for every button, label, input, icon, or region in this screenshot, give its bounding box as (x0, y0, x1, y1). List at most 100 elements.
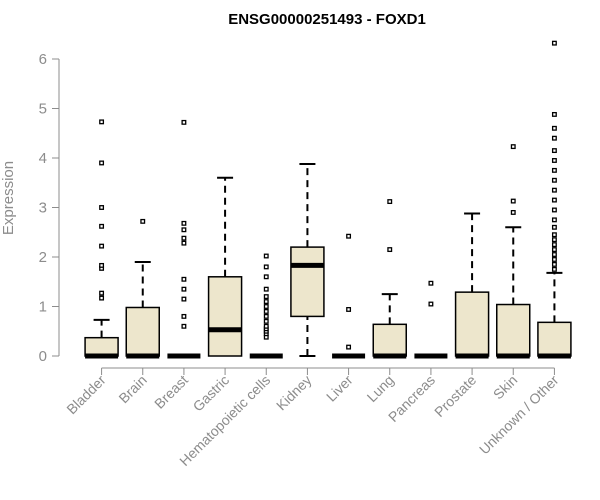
outlier-point (181, 227, 187, 233)
box-pancreas (414, 280, 448, 359)
outlier-point (428, 280, 434, 286)
outlier-point (181, 296, 187, 302)
outlier-point (551, 257, 557, 262)
x-tick-label: Prostate (431, 372, 479, 420)
box-unknown-other (537, 40, 572, 359)
outlier-point (510, 209, 516, 215)
y-tick-label: 4 (39, 150, 47, 167)
outlier-point (181, 276, 187, 282)
outlier-point (551, 237, 557, 243)
outlier-point (263, 294, 269, 300)
y-tick-label: 2 (39, 249, 47, 266)
x-tick-label: Brain (115, 372, 149, 406)
box-bladder (84, 119, 119, 359)
axes: 0 1 2 3 4 5 6 (39, 51, 555, 375)
outlier-point (181, 286, 187, 292)
outlier-point (181, 235, 187, 241)
box-hematopoietic-cells (249, 253, 283, 359)
outlier-point (551, 135, 557, 141)
iqr-box (84, 336, 119, 357)
outlier-point (263, 274, 269, 280)
outlier-point (428, 301, 434, 307)
box-breast (167, 119, 201, 359)
outlier-point (551, 40, 557, 46)
outlier-point (551, 252, 557, 257)
outlier-point (140, 218, 146, 224)
outlier-point (99, 205, 105, 210)
boxes-group (84, 40, 572, 359)
outlier-point (263, 264, 269, 270)
box-brain (125, 218, 160, 359)
iqr-box (537, 321, 572, 357)
box-kidney (290, 162, 325, 357)
outlier-point (551, 158, 557, 163)
iqr-box (125, 306, 160, 357)
outlier-point (263, 304, 269, 309)
box-lung (372, 199, 407, 359)
outlier-point (181, 240, 187, 246)
outlier-point (551, 177, 557, 183)
outlier-point (551, 148, 557, 154)
outlier-point (551, 125, 557, 131)
outlier-point (551, 261, 557, 267)
outlier-point (551, 167, 557, 173)
outlier-point (99, 262, 105, 268)
outlier-point (263, 286, 269, 292)
outlier-point (263, 323, 269, 329)
box-skin (496, 144, 531, 359)
outlier-point (263, 308, 269, 314)
outlier-point (551, 266, 557, 272)
outlier-point (263, 253, 269, 259)
outlier-point (387, 199, 393, 205)
outlier-point (551, 187, 557, 193)
x-tick-label: Skin (490, 372, 521, 403)
iqr-box (290, 246, 325, 318)
outlier-point (263, 313, 269, 319)
y-axis-label: Expression (0, 161, 17, 235)
outlier-point (510, 198, 516, 204)
outlier-point (346, 344, 352, 350)
y-tick-label: 0 (39, 348, 47, 365)
outlier-point (181, 220, 187, 226)
box-liver (332, 233, 366, 359)
x-tick-label: Bladder (63, 372, 109, 418)
outlier-point (387, 247, 393, 253)
y-tick-label: 1 (39, 299, 47, 316)
outlier-point (551, 224, 557, 230)
y-tick-label: 6 (39, 51, 47, 68)
outlier-point (181, 323, 187, 329)
outlier-point (346, 307, 352, 312)
y-tick-label: 5 (39, 101, 47, 118)
iqr-box (496, 303, 531, 357)
outlier-point (181, 313, 187, 319)
outlier-point (346, 233, 352, 239)
iqr-box (207, 276, 243, 357)
outlier-point (263, 318, 269, 324)
outlier-point (99, 295, 105, 301)
x-tick-label: Liver (323, 372, 356, 405)
outlier-point (99, 223, 105, 229)
box-prostate (454, 212, 490, 359)
outlier-point (551, 197, 557, 203)
outlier-point (551, 247, 557, 253)
outlier-point (99, 119, 105, 125)
y-tick-label: 3 (39, 200, 47, 217)
iqr-box (454, 291, 490, 357)
outlier-point (99, 160, 105, 166)
chart-title: ENSG00000251493 - FOXD1 (228, 11, 426, 28)
outlier-point (99, 243, 105, 249)
outlier-point (510, 144, 516, 150)
iqr-box (372, 323, 407, 357)
outlier-point (551, 232, 557, 238)
outlier-point (263, 299, 269, 304)
outlier-point (551, 111, 557, 117)
outlier-point (551, 217, 557, 223)
x-tick-label: Breast (151, 372, 191, 412)
outlier-point (99, 290, 105, 296)
box-gastric (207, 176, 243, 357)
x-tick-label: Lung (364, 372, 397, 405)
x-tick-label: Kidney (273, 372, 315, 414)
